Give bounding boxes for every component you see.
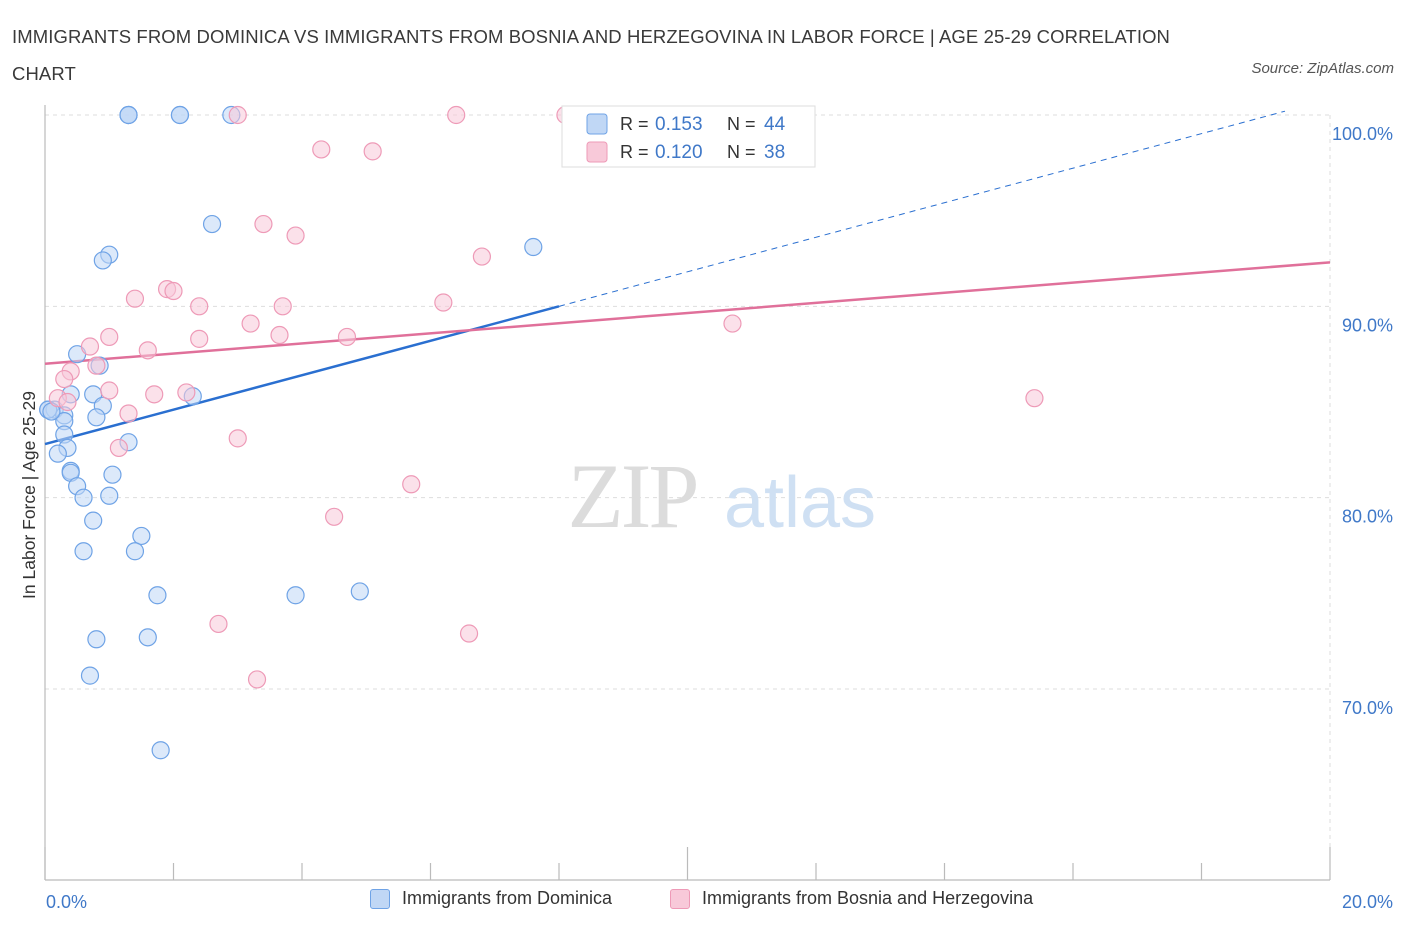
point-s0-4 — [170, 105, 190, 125]
y-tick-label-0: 100.0% — [1332, 124, 1393, 144]
watermark-atlas: atlas — [724, 463, 876, 543]
point-s0-2 — [119, 105, 138, 125]
trend-line-1 — [44, 261, 1331, 365]
legend-swatch-1 — [586, 141, 608, 163]
point-s1-12 — [273, 297, 292, 316]
point-s1-25 — [100, 381, 119, 400]
point-s1-10 — [125, 289, 145, 308]
point-s1-4 — [363, 142, 382, 161]
point-s1-30 — [119, 404, 138, 423]
legend-r-value-0: 0.153 — [655, 114, 703, 135]
chart-title: IMMIGRANTS FROM DOMINICA VS IMMIGRANTS F… — [12, 26, 1171, 84]
point-s1-17 — [190, 329, 209, 348]
y-tick-label-3: 70.0% — [1342, 698, 1393, 718]
trend-line-dashed-0 — [558, 110, 1286, 307]
x-tick-label-1: 20.0% — [1342, 892, 1393, 912]
legend-r-label-1: R = — [620, 142, 649, 162]
point-s0-30 — [100, 486, 119, 505]
point-s1-24 — [55, 369, 74, 389]
point-s1-6 — [286, 226, 305, 245]
legend-label-bosnia: Immigrants from Bosnia and Herzegovina — [702, 888, 1034, 908]
point-s0-40 — [80, 666, 100, 685]
tick-labels: 100.0% 90.0% 80.0% 70.0% 0.0% 20.0% — [46, 124, 1393, 912]
legend-n-value-0: 44 — [764, 114, 786, 135]
legend-item-dominica: Immigrants from Dominica — [370, 888, 612, 909]
watermark: ZIP atlas — [568, 445, 877, 547]
point-s1-18 — [270, 325, 289, 345]
point-s0-35 — [148, 586, 167, 605]
point-s0-9 — [524, 237, 543, 257]
point-s1-27 — [177, 383, 196, 402]
x-tick-label-0: 0.0% — [46, 892, 87, 912]
point-s0-37 — [350, 582, 369, 601]
legend-n-label-1: N = — [727, 142, 756, 162]
point-s0-33 — [74, 542, 93, 561]
point-s1-14 — [241, 314, 260, 333]
point-s0-27 — [103, 465, 122, 484]
point-s1-11 — [190, 297, 209, 316]
point-s0-39 — [138, 628, 157, 647]
legend-n-value-1: 38 — [764, 142, 785, 163]
legend-label-dominica: Immigrants from Dominica — [402, 888, 613, 908]
point-s1-32 — [109, 438, 128, 458]
legend-swatch-0 — [586, 113, 608, 135]
point-s1-5 — [254, 214, 273, 234]
point-s0-20 — [87, 408, 106, 427]
bottom-legend: Immigrants from Dominica Immigrants from… — [0, 888, 1406, 916]
watermark-zip: ZIP — [568, 445, 697, 547]
point-s0-24 — [48, 444, 67, 463]
y-tick-label-1: 90.0% — [1342, 315, 1393, 335]
point-s1-31 — [228, 429, 247, 448]
legend-r-value-1: 0.120 — [655, 142, 703, 163]
point-s0-29 — [74, 488, 93, 507]
point-s1-15 — [723, 314, 742, 333]
legend-swatch-bosnia — [670, 888, 690, 909]
point-s0-36 — [286, 586, 305, 605]
y-tick-label-2: 80.0% — [1342, 507, 1393, 527]
point-s1-35 — [1025, 389, 1044, 408]
legend-box: R = 0.153 N = 44 R = 0.120 N = 38 — [561, 105, 816, 168]
point-s1-36 — [209, 614, 228, 634]
point-s0-8 — [93, 251, 112, 270]
legend-swatch-dominica — [370, 888, 390, 909]
y-axis-label: In Labor Force | Age 25-29 — [19, 391, 39, 599]
point-s0-41 — [151, 741, 170, 760]
point-s1-3 — [312, 140, 331, 159]
source-label: Source: ZipAtlas.com — [1251, 60, 1394, 77]
point-s1-7 — [472, 247, 491, 266]
point-s1-37 — [459, 624, 479, 643]
legend-n-label-0: N = — [727, 114, 756, 134]
point-s1-38 — [247, 670, 267, 689]
point-s1-13 — [434, 293, 453, 312]
trend-line-0 — [44, 305, 560, 446]
point-s0-34 — [125, 542, 145, 561]
point-s1-19 — [337, 327, 357, 347]
point-s1-0 — [228, 105, 247, 125]
point-s1-29 — [58, 392, 77, 412]
point-s0-6 — [202, 214, 222, 234]
legend-r-label-0: R = — [620, 114, 649, 134]
point-s0-31 — [84, 511, 103, 530]
point-s0-38 — [87, 630, 106, 649]
legend-item-bosnia: Immigrants from Bosnia and Herzegovina — [670, 888, 1033, 909]
point-s1-9 — [164, 281, 183, 301]
point-s1-26 — [145, 385, 164, 404]
point-s1-21 — [138, 341, 157, 360]
point-s1-22 — [87, 356, 106, 375]
axes — [44, 105, 1331, 881]
point-s1-1 — [447, 105, 466, 125]
point-s1-16 — [100, 327, 119, 347]
point-s1-20 — [80, 337, 100, 356]
point-s0-32 — [132, 526, 151, 546]
point-s1-33 — [402, 475, 421, 494]
point-s1-34 — [325, 507, 344, 526]
data-points — [39, 105, 1044, 760]
